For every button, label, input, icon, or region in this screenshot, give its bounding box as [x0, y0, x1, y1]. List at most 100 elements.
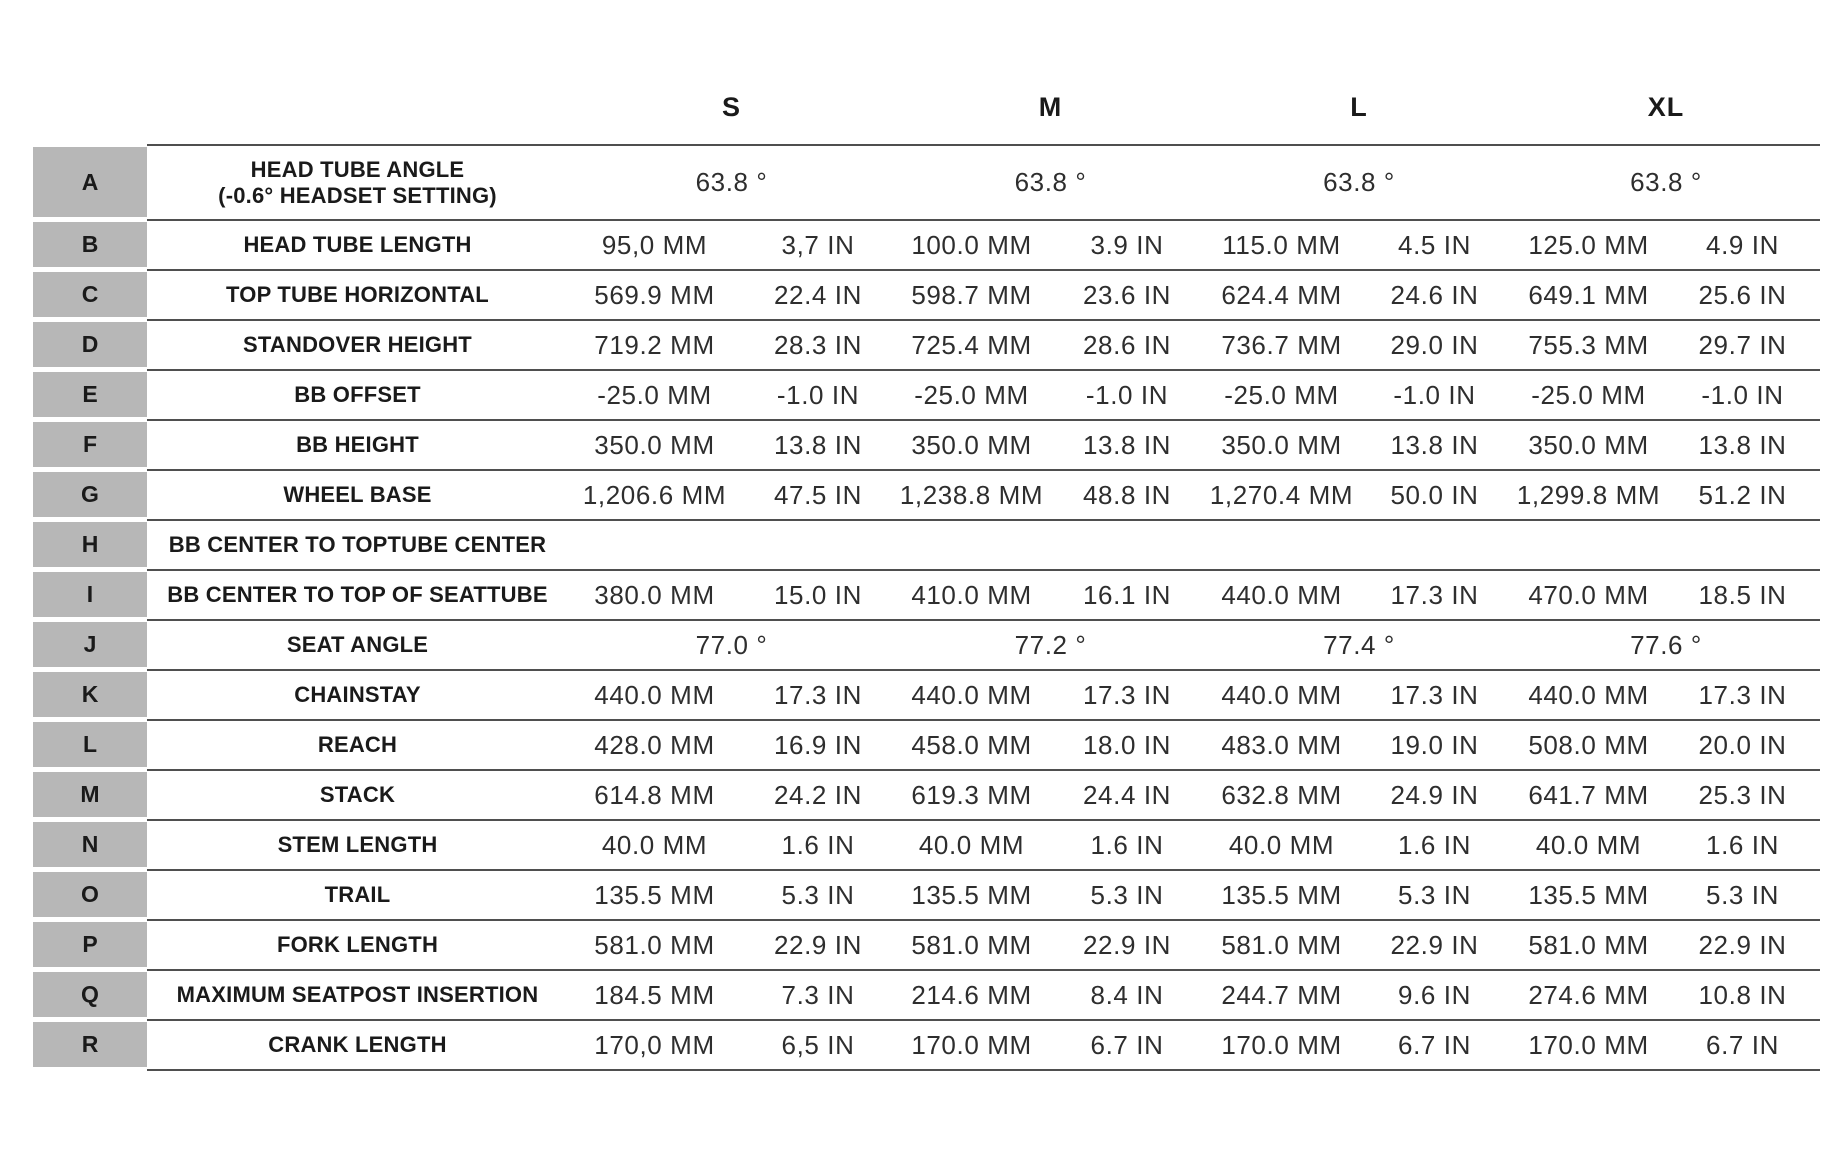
value-cell-in: 4.5 IN [1357, 219, 1513, 270]
value-cell-mm: 508.0 MM [1512, 719, 1666, 770]
value-cell-mm: 440.0 MM [1206, 569, 1358, 620]
value-cell-in: 20.0 IN [1665, 719, 1821, 770]
value-cell-mm: 719.2 MM [568, 319, 741, 370]
value-cell-mm: 755.3 MM [1512, 319, 1666, 370]
value-cell-mm: 1,299.8 MM [1512, 469, 1666, 520]
value-cell-mm: 135.5 MM [1512, 869, 1666, 920]
value-cell-angle: 63.8 ° [895, 144, 1207, 220]
value-cell-mm: 350.0 MM [1512, 419, 1666, 470]
value-cell-mm: 1,238.8 MM [895, 469, 1049, 520]
value-cell-mm: 350.0 MM [568, 419, 741, 470]
table-row-q: Q MAXIMUM SEATPOST INSERTION 184.5 MM 7.3 I… [33, 969, 1821, 1020]
value-cell-in: 29.0 IN [1357, 319, 1513, 370]
table-row-g: G WHEEL BASE 1,206.6 MM 47.5 IN 1,238.8 MM 48… [33, 469, 1821, 520]
value-cell-angle: 63.8 ° [568, 144, 896, 220]
value-cell-mm: 214.6 MM [895, 969, 1049, 1020]
value-cell-in: 13.8 IN [741, 419, 896, 470]
value-cell-in: 5.3 IN [1665, 869, 1821, 920]
value-cell-in: 13.8 IN [1357, 419, 1513, 470]
value-cell-in: 6.7 IN [1665, 1019, 1821, 1071]
row-letter-cell: E [33, 370, 147, 420]
table-row-f: F BB HEIGHT 350.0 MM 13.8 IN 350.0 MM 13.8 IN… [33, 419, 1821, 470]
value-cell-in: 23.6 IN [1048, 269, 1207, 320]
value-cell-mm: 428.0 MM [568, 719, 741, 770]
value-cell-in: 28.6 IN [1048, 319, 1207, 370]
value-cell-mm: 470.0 MM [1512, 569, 1666, 620]
row-letter-cell: R [33, 1020, 147, 1070]
value-cell-mm: 115.0 MM [1206, 219, 1358, 270]
parameter-label: BB HEIGHT [147, 419, 568, 470]
value-cell-in: 6,5 IN [741, 1019, 896, 1071]
value-cell-mm: 170.0 MM [1206, 1019, 1358, 1071]
parameter-label: TOP TUBE HORIZONTAL [147, 269, 568, 320]
value-cell-in: 22.9 IN [1665, 919, 1821, 970]
value-cell-in: 10.8 IN [1665, 969, 1821, 1020]
value-cell-mm: 440.0 MM [568, 669, 741, 720]
row-letter-badge: G [33, 472, 147, 517]
value-cell-in: 1.6 IN [741, 819, 896, 870]
value-cell-in: 51.2 IN [1665, 469, 1821, 520]
value-cell-in: 6.7 IN [1048, 1019, 1207, 1071]
parameter-label: REACH [147, 719, 568, 770]
row-letter-badge: N [33, 822, 147, 867]
row-letter-badge: O [33, 872, 147, 917]
value-cell-in: 18.5 IN [1665, 569, 1821, 620]
row-letter-badge: L [33, 722, 147, 767]
row-letter-cell: G [33, 470, 147, 520]
table-row-o: O TRAIL 135.5 MM 5.3 IN 135.5 MM 5.3 IN 135.5 … [33, 869, 1821, 920]
row-letter-cell: B [33, 220, 147, 270]
parameter-label: CRANK LENGTH [147, 1019, 568, 1071]
value-cell-mm: 135.5 MM [895, 869, 1049, 920]
value-cell-in: 28.3 IN [741, 319, 896, 370]
value-cell-in: -1.0 IN [1357, 369, 1513, 420]
table-row-a: A HEAD TUBE ANGLE (-0.6° HEADSET SETTING) 6… [33, 144, 1821, 220]
value-cell-mm: 40.0 MM [895, 819, 1049, 870]
size-header-m: M [1038, 91, 1063, 122]
value-cell-mm: 649.1 MM [1512, 269, 1666, 320]
table-row-r: R CRANK LENGTH 170,0 MM 6,5 IN 170.0 MM 6.7 I… [33, 1019, 1821, 1071]
value-cell-mm: 598.7 MM [895, 269, 1049, 320]
row-letter-badge: Q [33, 972, 147, 1017]
value-cell-mm: 1,270.4 MM [1206, 469, 1358, 520]
table-row-n: N STEM LENGTH 40.0 MM 1.6 IN 40.0 MM 1.6 IN 40… [33, 819, 1821, 870]
value-cell-in: 19.0 IN [1357, 719, 1513, 770]
value-cell-mm: 440.0 MM [1206, 669, 1358, 720]
table-row-h: H BB CENTER TO TOPTUBE CENTER [33, 519, 1821, 570]
value-cell-mm: 458.0 MM [895, 719, 1049, 770]
parameter-label: TRAIL [147, 869, 568, 920]
row-letter-cell: I [33, 570, 147, 620]
value-cell-mm: 581.0 MM [895, 919, 1049, 970]
value-cell-in: 3,7 IN [741, 219, 896, 270]
value-cell-in: -1.0 IN [1665, 369, 1821, 420]
value-cell-mm: 440.0 MM [1512, 669, 1666, 720]
value-cell-mm: 483.0 MM [1206, 719, 1358, 770]
row-letter-cell: H [33, 520, 147, 570]
value-cell-in: 8.4 IN [1048, 969, 1207, 1020]
row-letter-badge: I [33, 572, 147, 617]
value-cell-in: 3.9 IN [1048, 219, 1207, 270]
parameter-label: MAXIMUM SEATPOST INSERTION [147, 969, 568, 1020]
value-cell-mm: 569.9 MM [568, 269, 741, 320]
value-cell-mm: 40.0 MM [568, 819, 741, 870]
table-row-c: C TOP TUBE HORIZONTAL 569.9 MM 22.4 IN 598.7… [33, 269, 1821, 320]
value-cell-in: -1.0 IN [1048, 369, 1207, 420]
value-cell-in: 9.6 IN [1357, 969, 1513, 1020]
value-cell-in: 7.3 IN [741, 969, 896, 1020]
value-cell-mm: -25.0 MM [1512, 369, 1666, 420]
value-cell-mm: 380.0 MM [568, 569, 741, 620]
row-letter-cell: J [33, 620, 147, 670]
value-cell-in: 5.3 IN [1357, 869, 1513, 920]
value-cell-in: 16.1 IN [1048, 569, 1207, 620]
value-cell-in: 13.8 IN [1048, 419, 1207, 470]
size-header-s: S [722, 91, 742, 122]
parameter-label: CHAINSTAY [147, 669, 568, 720]
table-row-j: J SEAT ANGLE 77.0 ° 77.2 ° 77.4 ° 77.6 ° [33, 619, 1821, 670]
row-letter-badge: P [33, 922, 147, 967]
value-cell-mm: 1,206.6 MM [568, 469, 741, 520]
value-cell-mm: 170.0 MM [1512, 1019, 1666, 1071]
row-letter-cell: N [33, 820, 147, 870]
row-letter-badge: H [33, 522, 147, 567]
value-cell-mm: 440.0 MM [895, 669, 1049, 720]
row-letter-cell: Q [33, 970, 147, 1020]
value-cell-in: 6.7 IN [1357, 1019, 1513, 1071]
